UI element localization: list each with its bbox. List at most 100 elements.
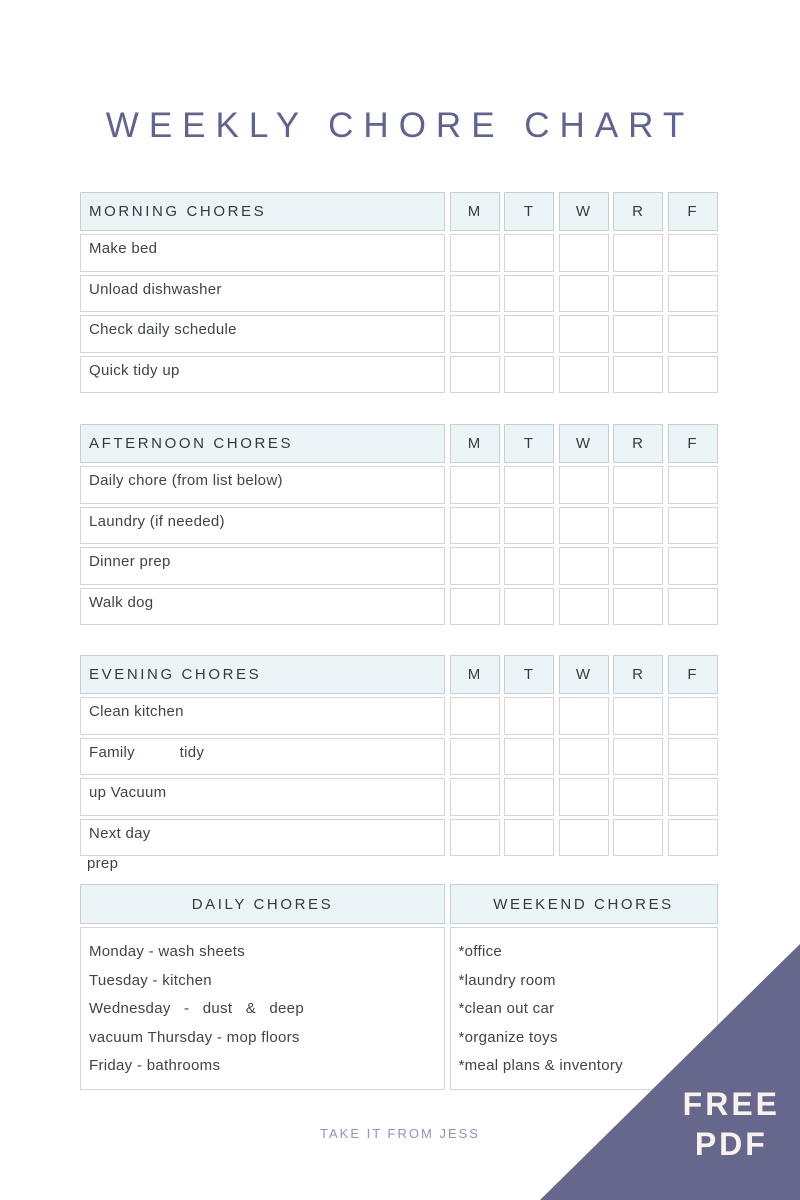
list-item: *meal plans & inventory [458,1057,623,1075]
check-cell [667,315,718,353]
check-cell [613,466,663,504]
list-item: *organize toys [458,1028,558,1046]
check-cell [449,234,500,272]
check-cell [667,466,718,504]
day-header: F [667,424,718,463]
page-title: WEEKLY CHORE CHART [105,106,695,145]
check-cell [449,547,500,585]
check-cell [558,697,609,735]
chore-row-label: Quick tidy up [80,355,445,393]
check-cell [667,697,718,735]
check-cell [504,778,554,816]
day-header: T [504,655,554,694]
section-header: EVENING CHORES [80,655,445,694]
day-header: T [504,192,554,231]
check-cell [449,355,500,393]
check-cell [613,778,663,816]
evening-overflow-text: prep [87,855,119,872]
day-header: W [558,655,609,694]
check-cell [504,315,554,353]
check-cell [667,234,718,272]
check-cell [667,547,718,585]
check-cell [449,274,500,312]
bottom-lists-table: DAILY CHORES WEEKEND CHORES Monday - was… [80,884,718,1090]
check-cell [613,547,663,585]
chore-row-label: Check daily schedule [80,315,445,353]
day-header: R [613,424,663,463]
check-cell [558,355,609,393]
check-cell [558,587,609,625]
check-cell [558,737,609,775]
check-cell [449,315,500,353]
chore-table: MORNING CHORES M T W R F Make bed Unload dishwa… [80,192,718,393]
check-cell [613,315,663,353]
check-cell [558,818,609,856]
check-cell [504,506,554,544]
check-cell [449,818,500,856]
check-cell [613,274,663,312]
day-header: R [613,192,663,231]
check-cell [558,274,609,312]
free-pdf-line1: FREE [682,1086,780,1122]
day-header: F [667,655,718,694]
free-pdf-line2: PDF [694,1126,768,1162]
section-header: AFTERNOON CHORES [80,424,445,463]
chore-row-label: Clean kitchen [80,697,445,735]
chore-row-label: Laundry (if needed) [80,506,445,544]
day-header: W [558,424,609,463]
check-cell [449,778,500,816]
check-cell [667,778,718,816]
chore-row-label: up Vacuum [80,778,445,816]
chore-row-label: Dinner prep [80,547,445,585]
check-cell [449,697,500,735]
day-header: F [667,192,718,231]
day-header: R [613,655,663,694]
chore-row-label: Make bed [80,234,445,272]
list-item: *office [458,943,503,960]
section-header: MORNING CHORES [80,192,445,231]
check-cell [667,506,718,544]
list-item: Friday - bathrooms [89,1057,221,1075]
chore-row-label: Next day [80,818,445,856]
check-cell [613,587,663,625]
weekend-chores-list: *office *laundry room *clean out car *organ… [449,927,718,1090]
check-cell [613,737,663,775]
check-cell [613,818,663,856]
check-cell [449,506,500,544]
day-header: W [558,192,609,231]
list-item: vacuum Thursday - mop floors [89,1028,300,1046]
check-cell [504,234,554,272]
daily-chores-header: DAILY CHORES [80,884,445,924]
day-header: M [449,192,500,231]
check-cell [504,737,554,775]
check-cell [613,506,663,544]
check-cell [667,737,718,775]
check-cell [558,547,609,585]
chore-row-label: Unload dishwasher [80,274,445,312]
check-cell [558,778,609,816]
check-cell [667,274,718,312]
check-cell [667,818,718,856]
day-header: T [504,424,554,463]
check-cell [504,818,554,856]
weekend-chores-header: WEEKEND CHORES [449,884,718,924]
check-cell [504,466,554,504]
credit-text: TAKE IT FROM JESS [320,1126,480,1141]
check-cell [504,587,554,625]
chore-table: AFTERNOON CHORES M T W R F Daily chore (from l… [80,424,718,625]
day-header: M [449,424,500,463]
check-cell [504,355,554,393]
check-cell [449,737,500,775]
check-cell [613,234,663,272]
list-item: Wednesday - dust & deep [89,1000,304,1018]
list-item: Tuesday - kitchen [89,971,212,989]
daily-chores-list: Monday - wash sheets Tuesday - kitchen Wed… [80,927,445,1090]
list-item: Monday - wash sheets [89,943,246,960]
check-cell [667,355,718,393]
chore-row-label: Walk dog [80,587,445,625]
free-pdf-label: FREE PDF [683,1084,780,1164]
check-cell [558,466,609,504]
check-cell [504,547,554,585]
check-cell [613,697,663,735]
